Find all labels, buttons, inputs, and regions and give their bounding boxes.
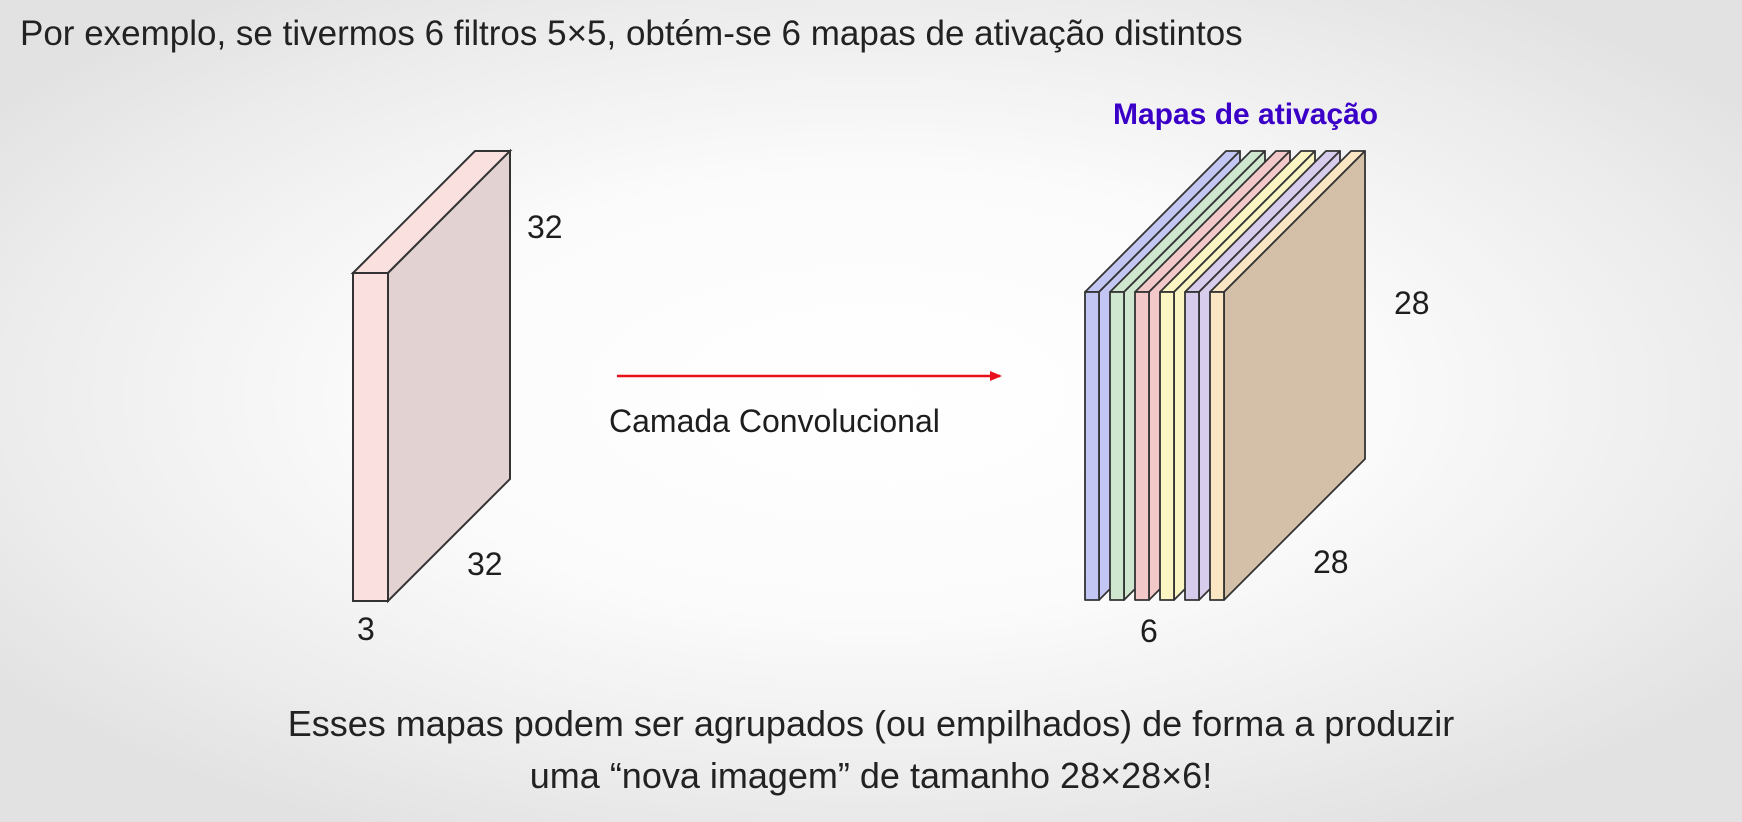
activation-map-5-edge — [1184, 291, 1200, 601]
activation-map-2-edge — [1109, 291, 1125, 601]
input-height-label: 32 — [527, 209, 563, 245]
activation-maps-title: Mapas de ativação — [1113, 98, 1378, 131]
maps-width-label: 28 — [1313, 544, 1349, 580]
activation-map-4-edge — [1159, 291, 1175, 601]
arrow-label: Camada Convolucional — [609, 403, 940, 439]
caption-line-2: uma “nova imagem” de tamanho 28×28×6! — [529, 755, 1213, 796]
input-depth-label: 3 — [357, 611, 375, 647]
caption: Esses mapas podem ser agrupados (ou empi… — [0, 698, 1742, 802]
activation-map-3-edge — [1134, 291, 1150, 601]
activation-map-6-edge — [1209, 291, 1225, 601]
maps-height-label: 28 — [1394, 285, 1430, 321]
caption-line-1: Esses mapas podem ser agrupados (ou empi… — [287, 703, 1455, 744]
activation-map-1-edge — [1084, 291, 1100, 601]
input-volume — [350, 148, 513, 604]
maps-depth-label: 6 — [1140, 613, 1158, 649]
activation-maps-stack — [1084, 150, 1366, 601]
input-volume-front-face — [352, 272, 389, 602]
input-width-label: 32 — [467, 546, 503, 582]
page-heading: Por exemplo, se tivermos 6 filtros 5×5, … — [20, 14, 1243, 53]
